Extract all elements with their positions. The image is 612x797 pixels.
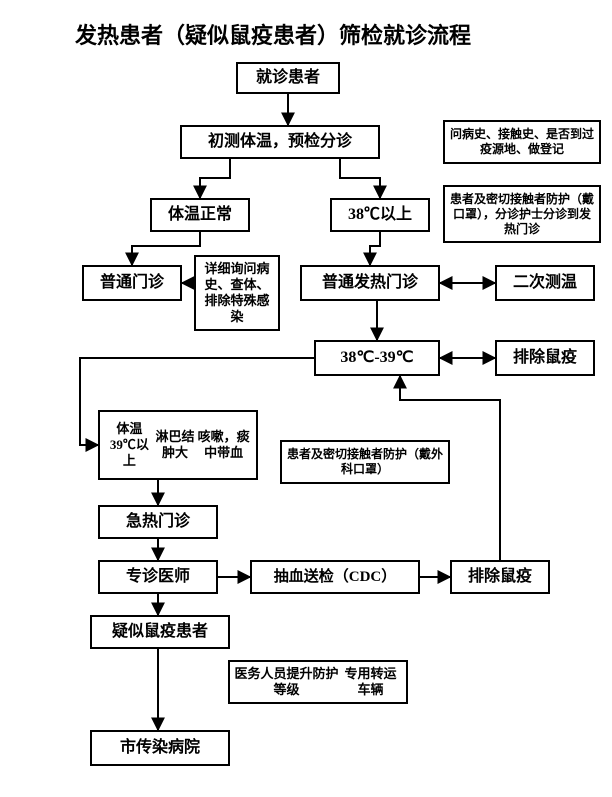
node-n2: 初测体温，预检分诊 [180, 125, 380, 159]
node-n9: 普通发热门诊 [300, 265, 440, 301]
edge-n4-n9 [370, 232, 380, 265]
edge-n2-n3 [200, 159, 230, 198]
node-n13: 体温 39℃以上淋巴结肿大咳嗽，痰中带血 [98, 410, 258, 480]
node-n6: 患者及密切接触者防护（戴口罩），分诊护士分诊到发热门诊 [443, 185, 601, 243]
edge-n3-n7 [132, 232, 200, 265]
node-n14: 患者及密切接触者防护（戴外科口罩） [280, 440, 450, 484]
node-n18: 排除鼠疫 [450, 560, 550, 594]
node-n10: 二次测温 [495, 265, 595, 301]
node-n12: 排除鼠疫 [495, 340, 595, 376]
node-n7: 普通门诊 [82, 265, 182, 301]
node-n8: 详细询问病史、查体、排除特殊感染 [194, 255, 280, 331]
page-title: 发热患者（疑似鼠疫患者）筛检就诊流程 [75, 18, 471, 50]
node-n5: 问病史、接触史、是否到过疫源地、做登记 [443, 120, 601, 164]
node-n19: 疑似鼠疫患者 [90, 615, 230, 649]
node-n1: 就诊患者 [236, 62, 340, 94]
node-n21: 市传染病院 [90, 730, 230, 766]
node-n16: 专诊医师 [98, 560, 218, 594]
edge-n2-n4 [340, 159, 380, 198]
node-n3: 体温正常 [150, 198, 250, 232]
node-n15: 急热门诊 [98, 505, 218, 539]
node-n20: 医务人员提升防护等级专用转运车辆 [228, 660, 408, 704]
node-n17: 抽血送检（CDC） [250, 560, 420, 594]
node-n4: 38℃以上 [330, 198, 430, 232]
node-n11: 38℃-39℃ [314, 340, 440, 376]
flowchart-canvas: 发热患者（疑似鼠疫患者）筛检就诊流程 就诊患者初测体温，预检分诊体温正常 38℃以… [0, 0, 612, 797]
